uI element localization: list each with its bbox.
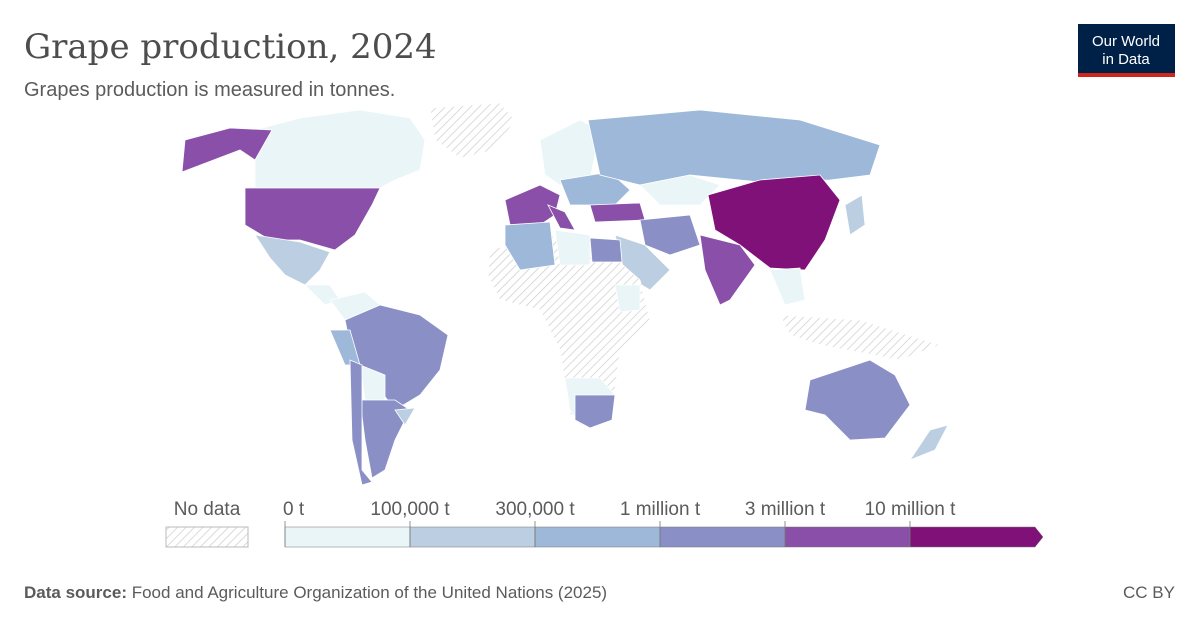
no-data-label: No data: [174, 499, 241, 520]
title: Grape production, 2024: [24, 27, 437, 67]
legend-swatch: [284, 526, 411, 548]
legend-label: 300,000 t: [495, 499, 575, 520]
subtitle: Grapes production is measured in tonnes.: [24, 79, 395, 101]
legend-swatch: [659, 526, 786, 548]
source: Data source: Food and Agriculture Organi…: [24, 583, 607, 602]
logo-text: Our World: [1092, 33, 1160, 50]
logo-text: in Data: [1102, 51, 1150, 68]
legend-swatch: [409, 526, 536, 548]
world-map: [181, 102, 949, 486]
legend-label: 3 million t: [745, 499, 826, 520]
legend-swatch: [534, 526, 661, 548]
legend-label: 100,000 t: [370, 499, 450, 520]
legend-swatch: [784, 526, 911, 548]
logo: Our World in Data: [1078, 24, 1175, 77]
legend-label: 0 t: [283, 499, 305, 520]
source-text: Food and Agriculture Organization of the…: [132, 583, 607, 602]
legend-label: 10 million t: [865, 499, 957, 520]
source-label: Data source:: [24, 583, 127, 602]
legend: No data 0 t 100,000 t 300,000 t 1 million t…: [165, 499, 1044, 548]
legend-label: 1 million t: [620, 499, 701, 520]
legend-swatch: [909, 526, 1044, 548]
license: CC BY: [1123, 583, 1175, 602]
no-data-swatch: [165, 526, 249, 548]
